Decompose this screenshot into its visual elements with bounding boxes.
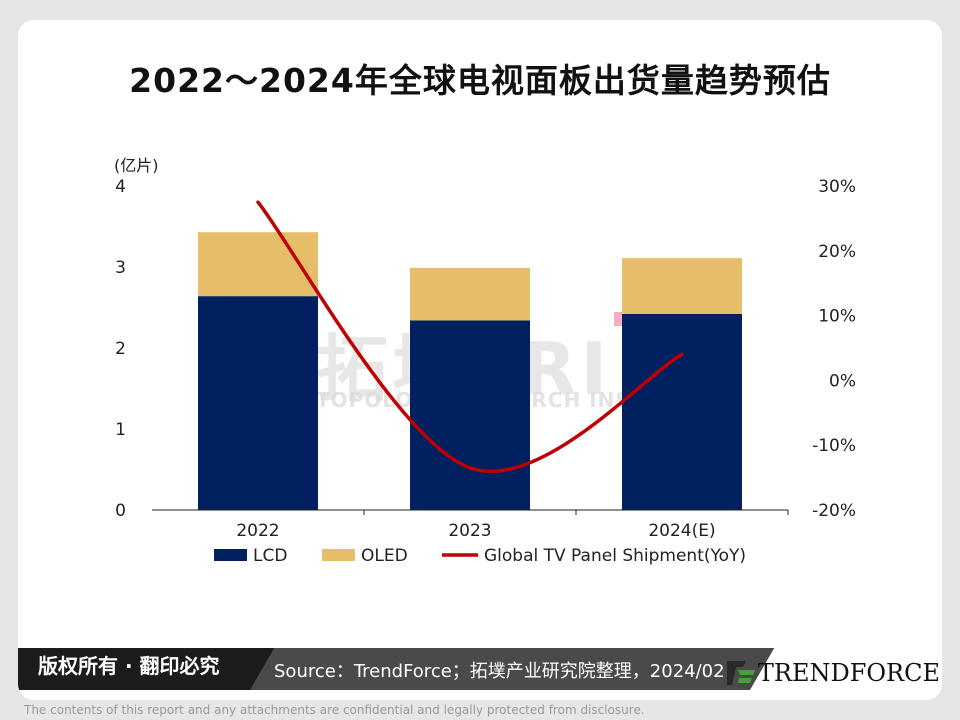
x-tick-label: 2022 [236, 521, 279, 541]
copyright-text: 版权所有 · 翻印必究 [38, 654, 220, 678]
bar-lcd [198, 296, 318, 510]
x-axis-ticks: 2022 2023 2024(E) [236, 510, 789, 541]
y-tick-label: 1 [115, 420, 126, 440]
legend: LCD OLED Global TV Panel Shipment(YoY) [214, 546, 746, 566]
trendforce-logo-icon [726, 661, 755, 685]
bar-oled [622, 258, 742, 314]
x-tick-label: 2024(E) [648, 521, 715, 541]
disclaimer-text: The contents of this report and any atta… [24, 703, 645, 717]
y2-axis-ticks: -20% -10% 0% 10% 20% 30% [812, 177, 856, 521]
y-axis-label: (亿片) [114, 156, 159, 175]
source-text: Source：TrendForce；拓墣产业研究院整理，2024/02 [274, 661, 725, 682]
bars [198, 232, 742, 510]
bar-lcd [622, 313, 742, 510]
trendforce-logo-text: TRENDFORCE [757, 659, 940, 687]
bar-oled [410, 267, 530, 321]
trendforce-logo: TRENDFORCE [724, 658, 940, 688]
y2-tick-label: 10% [818, 307, 856, 327]
y2-tick-label: 30% [818, 177, 856, 197]
footer-band [18, 648, 775, 690]
legend-label-yoy: Global TV Panel Shipment(YoY) [484, 546, 746, 566]
y-tick-label: 2 [115, 339, 126, 359]
y-tick-label: 4 [115, 177, 126, 197]
legend-swatch-lcd [214, 549, 247, 561]
y2-tick-label: 0% [829, 371, 856, 391]
bar-lcd [410, 320, 530, 510]
y-tick-label: 0 [115, 501, 126, 521]
legend-label-lcd: LCD [253, 546, 287, 566]
y-tick-label: 3 [115, 258, 126, 278]
y2-tick-label: -20% [812, 501, 856, 521]
yoy-series-line [256, 200, 684, 473]
x-tick-label: 2023 [448, 521, 491, 541]
chart-title: 2022～2024年全球电视面板出货量趋势预估 [129, 61, 831, 100]
y2-tick-label: 20% [818, 242, 856, 262]
y-axis-ticks: 0 1 2 3 4 [115, 177, 126, 521]
footer: 版权所有 · 翻印必究 Source：TrendForce；拓墣产业研究院整理，… [18, 638, 942, 700]
legend-swatch-oled [322, 549, 355, 561]
legend-label-oled: OLED [361, 546, 408, 566]
chart-card: 2022～2024年全球电视面板出货量趋势预估 拓墣TRI TOPOLOGY R… [18, 20, 942, 700]
y2-tick-label: -10% [812, 436, 856, 456]
